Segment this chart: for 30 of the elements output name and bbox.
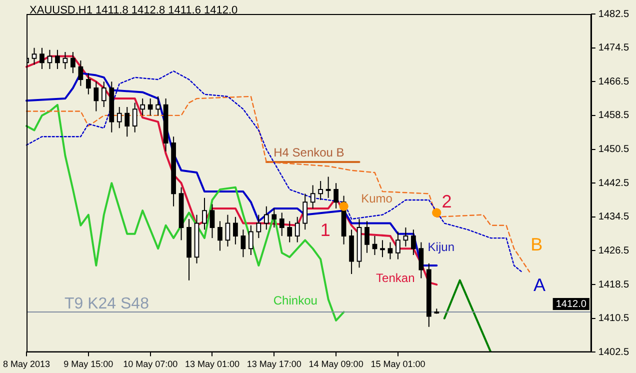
x-tick-label: 10 May 07:00	[123, 359, 178, 370]
x-tick-label: 13 May 17:00	[246, 359, 302, 370]
annotation: A	[533, 274, 546, 295]
y-tick-label: 1442.5	[598, 178, 630, 189]
annotation: Chinkou	[273, 293, 318, 308]
x-tick-label: 15 May 01:00	[370, 359, 426, 370]
x-tick-label: 13 May 01:00	[184, 359, 240, 370]
y-tick-label: 1410.5	[598, 313, 630, 324]
annotation: 1	[320, 220, 330, 240]
chart-title: XAUUSD,H1 1411.8 1412.8 1411.6 1412.0	[30, 4, 238, 17]
y-tick-label: 1482.5	[598, 8, 630, 20]
annotation: B	[530, 234, 543, 255]
annotation: T9 K24 S48	[64, 296, 150, 313]
x-tick-label: 9 May 15:00	[64, 359, 114, 370]
annotation: 2	[442, 192, 452, 212]
y-tick-label: 1402.5	[598, 346, 630, 358]
y-tick-label: 1418.5	[598, 279, 630, 290]
annotation: Tenkan	[376, 271, 415, 286]
ref-line-label: 1412.0	[556, 298, 587, 310]
y-tick-label: 1466.5	[598, 76, 630, 88]
x-tick-label: 8 May 2013	[3, 359, 50, 370]
y-tick-label: 1450.5	[598, 144, 630, 156]
x-tick-label: 14 May 09:00	[308, 359, 364, 370]
y-tick-label: 1458.5	[598, 110, 630, 122]
y-tick-label: 1474.5	[598, 42, 630, 54]
annotation: Kumo	[361, 192, 393, 206]
y-tick-label: 1434.5	[598, 212, 630, 223]
annotation: H4 Senkou B	[274, 146, 344, 160]
y-tick-label: 1426.5	[598, 245, 630, 256]
annotation: Kijun	[428, 240, 454, 254]
